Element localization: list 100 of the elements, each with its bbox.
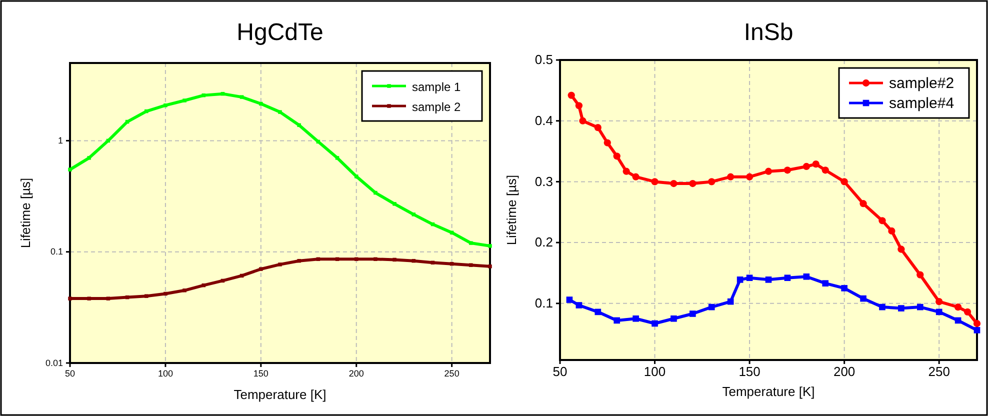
y-axis-title: Lifetime [µs] — [504, 174, 519, 246]
x-tick-label: 100 — [158, 368, 173, 378]
point — [575, 102, 583, 110]
point — [746, 274, 753, 282]
point — [898, 305, 904, 312]
point — [822, 280, 829, 286]
x-tick-label: 50 — [552, 364, 568, 380]
x-tick-label: 250 — [928, 364, 950, 380]
point — [68, 296, 72, 300]
point — [879, 304, 886, 310]
x-axis-title: Temperature [K] — [234, 387, 326, 402]
point — [622, 168, 630, 175]
point — [566, 296, 573, 303]
point — [278, 262, 282, 266]
point — [736, 276, 744, 283]
x-axis-title: Temperature [K] — [722, 384, 815, 399]
point — [164, 103, 168, 108]
point — [764, 168, 772, 175]
point — [450, 230, 454, 234]
point — [469, 241, 473, 245]
point — [954, 304, 962, 311]
point — [916, 304, 924, 310]
point — [354, 174, 358, 178]
point — [765, 276, 772, 283]
point — [727, 173, 734, 180]
point — [259, 102, 263, 106]
point — [803, 273, 810, 280]
point — [144, 294, 148, 298]
legend-label: sample#4 — [889, 95, 954, 112]
point — [87, 296, 91, 300]
point — [488, 264, 492, 268]
point — [614, 317, 620, 324]
point — [860, 200, 867, 208]
point — [278, 110, 282, 114]
point — [613, 152, 620, 160]
point — [708, 304, 715, 310]
point — [469, 263, 473, 267]
point — [488, 244, 492, 248]
point — [822, 166, 829, 174]
point — [936, 308, 942, 316]
point — [392, 202, 396, 206]
legend-label: sample 1 — [412, 80, 462, 94]
x-tick-label: 150 — [253, 368, 268, 378]
x-tick-label: 50 — [64, 368, 76, 378]
point — [974, 327, 980, 334]
point — [840, 178, 848, 186]
point — [936, 298, 943, 306]
point — [412, 212, 416, 216]
x-tick-label: 200 — [833, 364, 856, 380]
point — [374, 257, 378, 261]
chart-title: HgCdTe — [236, 19, 324, 46]
point — [297, 123, 301, 128]
point — [973, 320, 981, 328]
point — [860, 295, 866, 302]
x-tick-label: 200 — [348, 368, 364, 378]
point — [68, 168, 72, 172]
point — [604, 139, 611, 146]
point — [240, 95, 244, 99]
point — [878, 217, 886, 224]
y-tick-label: 0.4 — [534, 113, 553, 128]
y-tick-label: 0.1 — [50, 246, 63, 257]
point — [632, 173, 640, 180]
point — [182, 288, 186, 292]
point — [651, 178, 658, 186]
point — [689, 180, 696, 188]
point — [335, 156, 340, 160]
point — [576, 302, 582, 308]
point — [297, 258, 301, 263]
point — [106, 296, 110, 300]
point — [812, 160, 820, 168]
point — [594, 308, 602, 316]
point — [594, 124, 602, 132]
point — [784, 166, 792, 174]
chart-title: InSb — [744, 19, 794, 46]
point — [888, 227, 896, 235]
y-tick-label: 0.2 — [534, 234, 553, 250]
point — [430, 260, 435, 264]
point — [916, 271, 924, 278]
point — [164, 292, 168, 296]
point — [87, 156, 91, 160]
point — [746, 173, 754, 180]
point — [964, 308, 972, 316]
point — [374, 190, 378, 195]
y-tick-label: 0.01 — [45, 358, 63, 368]
point — [784, 274, 791, 282]
y-axis-title: Lifetime [µs] — [18, 178, 33, 248]
point — [182, 98, 186, 102]
point — [727, 298, 734, 305]
x-tick-label: 100 — [644, 364, 666, 380]
point — [708, 178, 716, 186]
y-tick-label: 0.1 — [534, 296, 553, 311]
point — [898, 246, 905, 253]
point — [632, 315, 639, 322]
point — [802, 162, 810, 170]
point — [670, 180, 678, 188]
legend-label: sample#2 — [889, 75, 954, 92]
y-tick-label: 0.3 — [534, 174, 553, 189]
legend-label: sample 2 — [412, 100, 462, 114]
point — [568, 92, 575, 99]
x-tick-label: 150 — [738, 364, 760, 380]
